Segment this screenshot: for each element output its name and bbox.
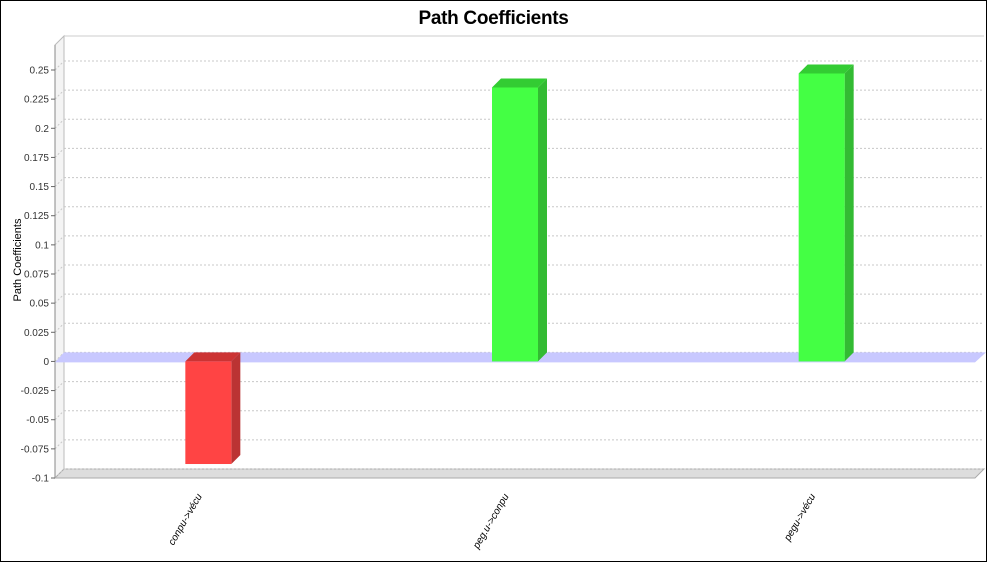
bar — [492, 87, 538, 362]
bar-top — [492, 78, 547, 88]
y-tick-label: 0.225 — [24, 95, 49, 106]
y-tick-label: -0.1 — [32, 474, 50, 485]
y-tick-label: -0.05 — [26, 415, 49, 426]
bar — [185, 361, 232, 465]
y-tick-label: 0.1 — [35, 240, 49, 251]
bar-side — [844, 64, 854, 362]
y-tick-label: 0.075 — [24, 270, 49, 281]
y-tick-label: 0.025 — [24, 328, 49, 339]
x-category-label: pegu->vécu — [782, 492, 819, 544]
x-category-label: peg.u->conpu — [471, 492, 512, 552]
bar — [798, 73, 845, 362]
bar-side — [231, 352, 241, 465]
y-tick-label: 0 — [43, 357, 49, 368]
y-tick-label: -0.025 — [21, 386, 50, 397]
y-tick-label: 0.2 — [35, 124, 49, 135]
y-tick-label: 0.05 — [30, 299, 50, 310]
y-tick-label: -0.075 — [21, 444, 50, 455]
chart-title: Path Coefficients — [418, 8, 569, 29]
bar-side — [538, 78, 547, 362]
x-category-label: conpu->vécu — [167, 492, 206, 548]
bar-top — [185, 352, 241, 362]
bar-top — [798, 64, 854, 74]
floor — [53, 468, 986, 479]
y-tick-label: 0.175 — [24, 153, 49, 164]
y-tick-label: 0.15 — [30, 182, 50, 193]
y-tick-label: 0.125 — [24, 211, 49, 222]
y-tick-label: 0.25 — [30, 66, 50, 77]
left-wall — [54, 34, 65, 480]
